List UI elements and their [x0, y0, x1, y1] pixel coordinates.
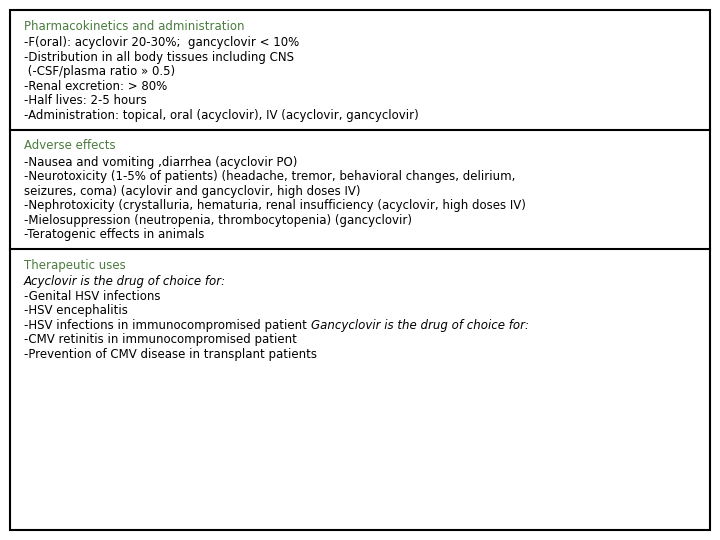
- Text: Therapeutic uses: Therapeutic uses: [24, 259, 126, 272]
- Text: -HSV infections in immunocompromised patient: -HSV infections in immunocompromised pat…: [24, 319, 310, 332]
- Text: -Prevention of CMV disease in transplant patients: -Prevention of CMV disease in transplant…: [24, 348, 317, 361]
- Text: -Renal excretion: > 80%: -Renal excretion: > 80%: [24, 79, 167, 92]
- Text: Adverse effects: Adverse effects: [24, 139, 116, 152]
- Text: -CMV retinitis in immunocompromised patient: -CMV retinitis in immunocompromised pati…: [24, 333, 297, 346]
- Text: -F(oral): acyclovir 20-30%;  gancyclovir < 10%: -F(oral): acyclovir 20-30%; gancyclovir …: [24, 36, 300, 49]
- Text: -Genital HSV infections: -Genital HSV infections: [24, 289, 161, 302]
- Text: Gancyclovir is the drug of choice for:: Gancyclovir is the drug of choice for:: [310, 319, 528, 332]
- Text: -HSV encephalitis: -HSV encephalitis: [24, 304, 128, 317]
- Text: -Nephrotoxicity (crystalluria, hematuria, renal insufficiency (acyclovir, high d: -Nephrotoxicity (crystalluria, hematuria…: [24, 199, 526, 212]
- Text: -Nausea and vomiting ,diarrhea (acyclovir PO): -Nausea and vomiting ,diarrhea (acyclovi…: [24, 156, 297, 168]
- Text: -Distribution in all body tissues including CNS: -Distribution in all body tissues includ…: [24, 51, 294, 64]
- Text: (-CSF/plasma ratio » 0.5): (-CSF/plasma ratio » 0.5): [24, 65, 175, 78]
- Text: -Half lives: 2-5 hours: -Half lives: 2-5 hours: [24, 94, 147, 107]
- Text: -Mielosuppression (neutropenia, thrombocytopenia) (gancyclovir): -Mielosuppression (neutropenia, thromboc…: [24, 214, 412, 227]
- Text: Acyclovir is the drug of choice for:: Acyclovir is the drug of choice for:: [24, 275, 226, 288]
- Text: -Teratogenic effects in animals: -Teratogenic effects in animals: [24, 228, 204, 241]
- Text: -Administration: topical, oral (acyclovir), IV (acyclovir, gancyclovir): -Administration: topical, oral (acyclovi…: [24, 109, 419, 122]
- Text: -Neurotoxicity (1-5% of patients) (headache, tremor, behavioral changes, deliriu: -Neurotoxicity (1-5% of patients) (heada…: [24, 170, 516, 183]
- Text: seizures, coma) (acylovir and gancyclovir, high doses IV): seizures, coma) (acylovir and gancyclovi…: [24, 185, 361, 198]
- Text: Pharmacokinetics and administration: Pharmacokinetics and administration: [24, 19, 245, 32]
